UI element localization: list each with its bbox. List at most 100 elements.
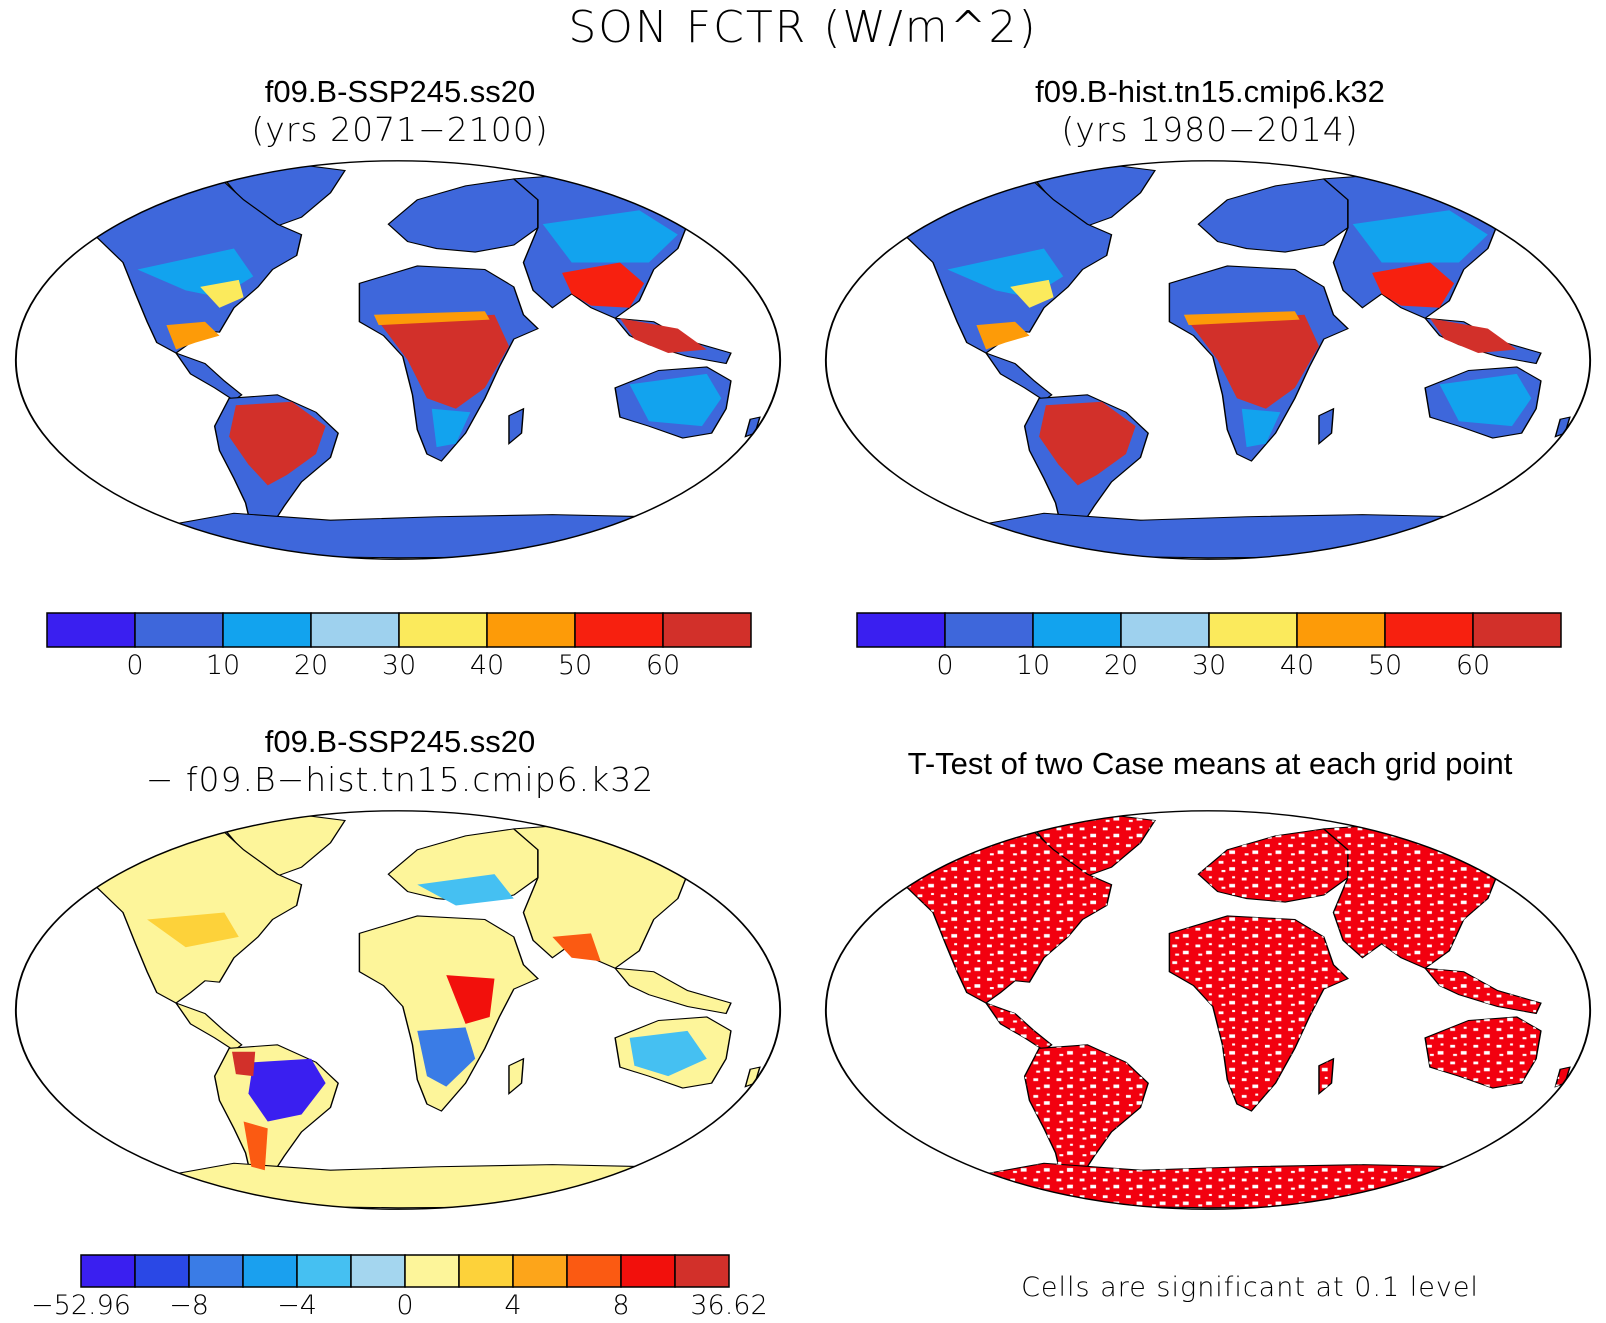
colorbar-tick-label: 4 bbox=[504, 1290, 522, 1321]
difference-region bbox=[232, 1051, 256, 1077]
colorbar-swatch bbox=[188, 1254, 244, 1288]
colorbar-swatch bbox=[1296, 612, 1386, 648]
colorbar-tick-label: 20 bbox=[293, 650, 329, 681]
colorbar-tick-label: −52.96 bbox=[31, 1290, 131, 1321]
flux-region bbox=[200, 279, 244, 308]
difference-region bbox=[446, 975, 495, 1024]
colorbar-tick-label: 40 bbox=[469, 650, 505, 681]
difference-region bbox=[147, 912, 239, 948]
colorbar-tick-label: 60 bbox=[1455, 650, 1491, 681]
colorbar-swatch bbox=[134, 1254, 190, 1288]
colorbar-tick-label: −8 bbox=[169, 1290, 209, 1321]
difference-region bbox=[417, 1027, 476, 1087]
difference-region bbox=[552, 933, 601, 962]
colorbar-swatch bbox=[512, 1254, 568, 1288]
map-diff bbox=[14, 810, 782, 1210]
case2-title: f09.B-hist.tn15.cmip6.k32 bbox=[1035, 74, 1385, 109]
hot-regions-case1 bbox=[137, 210, 722, 486]
flux-region bbox=[619, 318, 707, 354]
colorbar-tick-label: 30 bbox=[1191, 650, 1227, 681]
colorbar-swatch bbox=[242, 1254, 298, 1288]
colorbar-case1 bbox=[46, 612, 752, 648]
flux-region bbox=[562, 262, 645, 308]
flux-region bbox=[431, 408, 471, 448]
flux-region bbox=[229, 401, 326, 486]
flux-region bbox=[1352, 210, 1488, 263]
colorbar-tick-label: 30 bbox=[381, 650, 417, 681]
colorbar-tick-label: 10 bbox=[205, 650, 241, 681]
flux-region bbox=[1010, 279, 1054, 308]
colorbar-tick-label: 60 bbox=[645, 650, 681, 681]
colorbar-swatch bbox=[674, 1254, 730, 1288]
colorbar-labels-diff: −52.96 −8 −4 0 4 8 36.62 bbox=[31, 1290, 768, 1323]
colorbar-tick-label: 50 bbox=[557, 650, 593, 681]
difference-region bbox=[417, 874, 514, 906]
colorbar-tick-label: −4 bbox=[277, 1290, 317, 1321]
colorbar-swatch bbox=[458, 1254, 514, 1288]
map-case1 bbox=[14, 160, 782, 560]
flux-region bbox=[1439, 373, 1532, 427]
hot-regions-case2 bbox=[947, 210, 1532, 486]
colorbar-swatch bbox=[222, 612, 312, 648]
colorbar-swatch bbox=[46, 612, 136, 648]
difference-region bbox=[248, 1058, 326, 1122]
map-border-case1 bbox=[14, 160, 782, 560]
flux-region bbox=[1039, 401, 1136, 486]
flux-region bbox=[1429, 318, 1517, 354]
colorbar-swatch bbox=[620, 1254, 676, 1288]
difference-region bbox=[243, 1121, 268, 1171]
colorbar-swatch bbox=[350, 1254, 406, 1288]
diff-subtitle: − f09.B−hist.tn15.cmip6.k32 bbox=[145, 760, 655, 799]
flux-region bbox=[1183, 311, 1300, 326]
colorbar-tick-label: 0 bbox=[936, 650, 954, 681]
colorbar-swatch bbox=[944, 612, 1034, 648]
case1-title: f09.B-SSP245.ss20 bbox=[264, 74, 536, 109]
case2-subtitle: (yrs 1980−2014) bbox=[1061, 110, 1359, 149]
flux-region bbox=[1241, 408, 1281, 448]
colorbar-case2 bbox=[856, 612, 1562, 648]
significance-note: Cells are significant at 0.1 level bbox=[1021, 1272, 1479, 1303]
colorbar-swatch bbox=[404, 1254, 460, 1288]
colorbar-swatch bbox=[1384, 612, 1474, 648]
colorbar-labels-case2: 0 10 20 30 40 50 60 bbox=[856, 650, 1562, 690]
map-border-ttest bbox=[824, 810, 1592, 1210]
flux-region bbox=[378, 314, 509, 409]
map-border-case2 bbox=[824, 160, 1592, 560]
colorbar-swatch bbox=[310, 612, 400, 648]
colorbar-tick-label: 40 bbox=[1279, 650, 1315, 681]
colorbar-swatch bbox=[80, 1254, 136, 1288]
colorbar-tick-label: 20 bbox=[1103, 650, 1139, 681]
colorbar-tick-label: 8 bbox=[612, 1290, 630, 1321]
panel-title-diff: f09.B-SSP245.ss20 − f09.B−hist.tn15.cmip… bbox=[70, 724, 730, 800]
colorbar-tick-label: 0 bbox=[396, 1290, 414, 1321]
colorbar-swatch bbox=[1032, 612, 1122, 648]
map-border-diff bbox=[14, 810, 782, 1210]
colorbar-labels-case1: 0 10 20 30 40 50 60 bbox=[46, 650, 752, 690]
flux-region bbox=[373, 311, 490, 326]
flux-region bbox=[1372, 262, 1455, 308]
colorbar-swatch bbox=[662, 612, 752, 648]
map-ttest bbox=[824, 810, 1592, 1210]
case1-subtitle: (yrs 2071−2100) bbox=[251, 110, 549, 149]
diff-regions bbox=[147, 874, 707, 1171]
colorbar-tick-label: 0 bbox=[126, 650, 144, 681]
flux-region bbox=[629, 373, 722, 427]
colorbar-swatch bbox=[1208, 612, 1298, 648]
colorbar-swatch bbox=[398, 612, 488, 648]
panel-title-case1: f09.B-SSP245.ss20 (yrs 2071−2100) bbox=[80, 74, 720, 150]
difference-region bbox=[629, 1030, 707, 1077]
flux-region bbox=[166, 321, 220, 350]
diff-title: f09.B-SSP245.ss20 bbox=[264, 724, 536, 759]
panel-title-case2: f09.B-hist.tn15.cmip6.k32 (yrs 1980−2014… bbox=[890, 74, 1530, 150]
colorbar-swatch bbox=[566, 1254, 622, 1288]
figure-title: SON FCTR (W/m^2) bbox=[568, 2, 1038, 53]
colorbar-swatch bbox=[296, 1254, 352, 1288]
colorbar-swatch bbox=[134, 612, 224, 648]
insignificant-cells bbox=[879, 814, 1570, 1208]
colorbar-tick-label: 36.62 bbox=[690, 1290, 768, 1321]
colorbar-swatch bbox=[856, 612, 946, 648]
colorbar-tick-label: 10 bbox=[1015, 650, 1051, 681]
ttest-title: T-Test of two Case means at each grid po… bbox=[907, 746, 1513, 781]
map-case2 bbox=[824, 160, 1592, 560]
flux-region bbox=[1188, 314, 1319, 409]
